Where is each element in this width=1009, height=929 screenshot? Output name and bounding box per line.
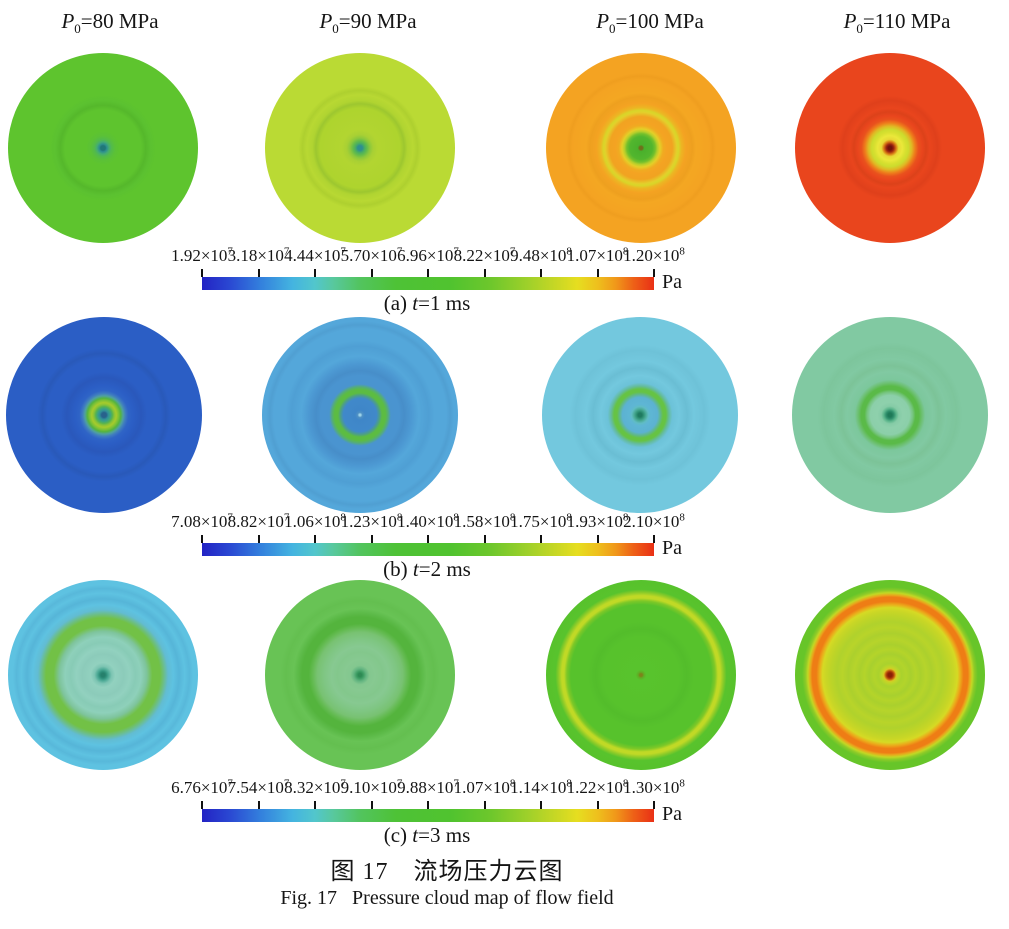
colorbar-tick-label: 1.93×108 <box>566 511 629 531</box>
colorbar-tick-label: 1.75×108 <box>510 511 572 531</box>
colorbar-gradient <box>202 277 654 290</box>
colorbar-tick-label: 1.07×108 <box>566 245 629 265</box>
colorbar-tick <box>540 269 542 277</box>
colorbar-tick-label: 1.06×108 <box>284 511 346 531</box>
contour-plot-t2ms-p80 <box>6 317 202 513</box>
colorbar-tick <box>596 801 599 809</box>
colorbar-tick-label: 9.88×107 <box>397 777 459 797</box>
colorbar-unit: Pa <box>662 271 682 293</box>
colorbar-tick <box>653 269 655 277</box>
time-symbol: t <box>412 291 419 315</box>
colorbar-tick-label: 4.44×107 <box>284 245 346 265</box>
colorbar-tick <box>370 269 373 277</box>
row-caption-t2ms: (b) t=2 ms <box>383 557 471 581</box>
colorbar-tick <box>427 801 429 809</box>
colorbar-tick <box>201 801 203 809</box>
colorbar-tick-label: 1.07×108 <box>453 777 516 797</box>
contour-plot-t2ms-p100 <box>542 317 738 513</box>
column-header-p0-80: P0=80 MPa <box>61 9 159 37</box>
colorbar-tick <box>201 535 203 543</box>
colorbar-tick <box>370 801 373 809</box>
colorbar-tick <box>483 801 486 809</box>
colorbar-tick-label: 7.08×107 <box>171 511 233 531</box>
figure-caption-chinese: 图 17 流场压力云图 <box>330 859 564 885</box>
time-symbol: t <box>412 823 419 847</box>
colorbar-unit: Pa <box>662 537 682 559</box>
colorbar-tick-label: 8.22×107 <box>453 245 516 265</box>
colorbar-tick-label: 1.23×108 <box>340 511 403 531</box>
contour-plot-t1ms-p90 <box>265 53 455 243</box>
colorbar-tick-label: 9.48×108 <box>510 245 572 265</box>
contour-plot-t3ms-p90 <box>265 580 455 770</box>
row-caption-t3ms: (c) t=3 ms <box>383 823 471 847</box>
colorbar-tick-label: 5.70×107 <box>340 245 403 265</box>
colorbar-tick-label: 2.10×108 <box>623 511 685 531</box>
colorbar-tick <box>257 535 260 543</box>
p0-symbol: P <box>596 9 610 33</box>
figure-caption-english: Fig. 17 Pressure cloud map of flow field <box>280 887 614 909</box>
colorbar-tick-label: 1.92×107 <box>171 245 233 265</box>
time-symbol: t <box>412 557 419 581</box>
colorbar-gradient <box>202 543 654 556</box>
colorbar-tick-label: 1.14×108 <box>510 777 572 797</box>
colorbar-tick <box>596 269 599 277</box>
colorbar-tick <box>257 801 260 809</box>
contour-plot-t3ms-p100 <box>546 580 736 770</box>
colorbar-tick <box>596 535 599 543</box>
colorbar-tick <box>314 801 316 809</box>
colorbar-tick <box>653 801 655 809</box>
column-header-p0-100: P0=100 MPa <box>596 9 704 37</box>
colorbar-tick-label: 1.30×108 <box>623 777 685 797</box>
colorbar-gradient <box>202 809 654 822</box>
colorbar-tick-label: 3.18×107 <box>227 245 290 265</box>
column-header-p0-110: P0=110 MPa <box>843 9 951 37</box>
colorbar-tick-label: 1.58×108 <box>453 511 516 531</box>
colorbar-tick-label: 1.40×108 <box>397 511 459 531</box>
colorbar-tick <box>483 269 486 277</box>
colorbar-tick <box>540 535 542 543</box>
colorbar-tick <box>427 269 429 277</box>
colorbar-tick <box>314 535 316 543</box>
colorbar-tick-label: 8.32×107 <box>284 777 346 797</box>
colorbar-tick <box>370 535 373 543</box>
contour-plot-t2ms-p110 <box>792 317 988 513</box>
colorbar-tick <box>257 269 260 277</box>
p0-symbol: P <box>319 9 333 33</box>
colorbar-tick <box>201 269 203 277</box>
row-caption-t1ms: (a) t=1 ms <box>383 291 471 315</box>
colorbar-tick-label: 7.54×107 <box>227 777 290 797</box>
colorbar-tick <box>540 801 542 809</box>
colorbar-tick-label: 1.22×108 <box>566 777 629 797</box>
contour-plot-t1ms-p110 <box>795 53 985 243</box>
colorbar-tick <box>483 535 486 543</box>
contour-plot-t3ms-p110 <box>795 580 985 770</box>
column-header-p0-90: P0=90 MPa <box>319 9 417 37</box>
colorbar-tick-label: 1.20×108 <box>623 245 685 265</box>
p0-symbol: P <box>61 9 75 33</box>
colorbar-tick <box>427 535 429 543</box>
contour-plot-t2ms-p90 <box>262 317 458 513</box>
colorbar-tick-label: 6.96×107 <box>397 245 459 265</box>
contour-plot-t3ms-p80 <box>8 580 198 770</box>
colorbar-block-t1ms: Pa (a) t=1 ms 1.92×107 3.18×107 4.44×107 5.… <box>0 246 1009 316</box>
colorbar-tick <box>653 535 655 543</box>
colorbar-block-t3ms: Pa (c) t=3 ms 6.76×107 7.54×107 8.32×107 9.… <box>0 778 1009 848</box>
colorbar-block-t2ms: Pa (b) t=2 ms 7.08×107 8.82×107 1.06×108 1.… <box>0 512 1009 582</box>
contour-plot-t1ms-p80 <box>8 53 198 243</box>
p0-symbol: P <box>843 9 857 33</box>
colorbar-tick-label: 8.82×107 <box>227 511 290 531</box>
colorbar-tick-label: 9.10×107 <box>340 777 403 797</box>
colorbar-tick-label: 6.76×107 <box>171 777 233 797</box>
contour-plot-t1ms-p100 <box>546 53 736 243</box>
colorbar-tick <box>314 269 316 277</box>
colorbar-unit: Pa <box>662 803 682 825</box>
